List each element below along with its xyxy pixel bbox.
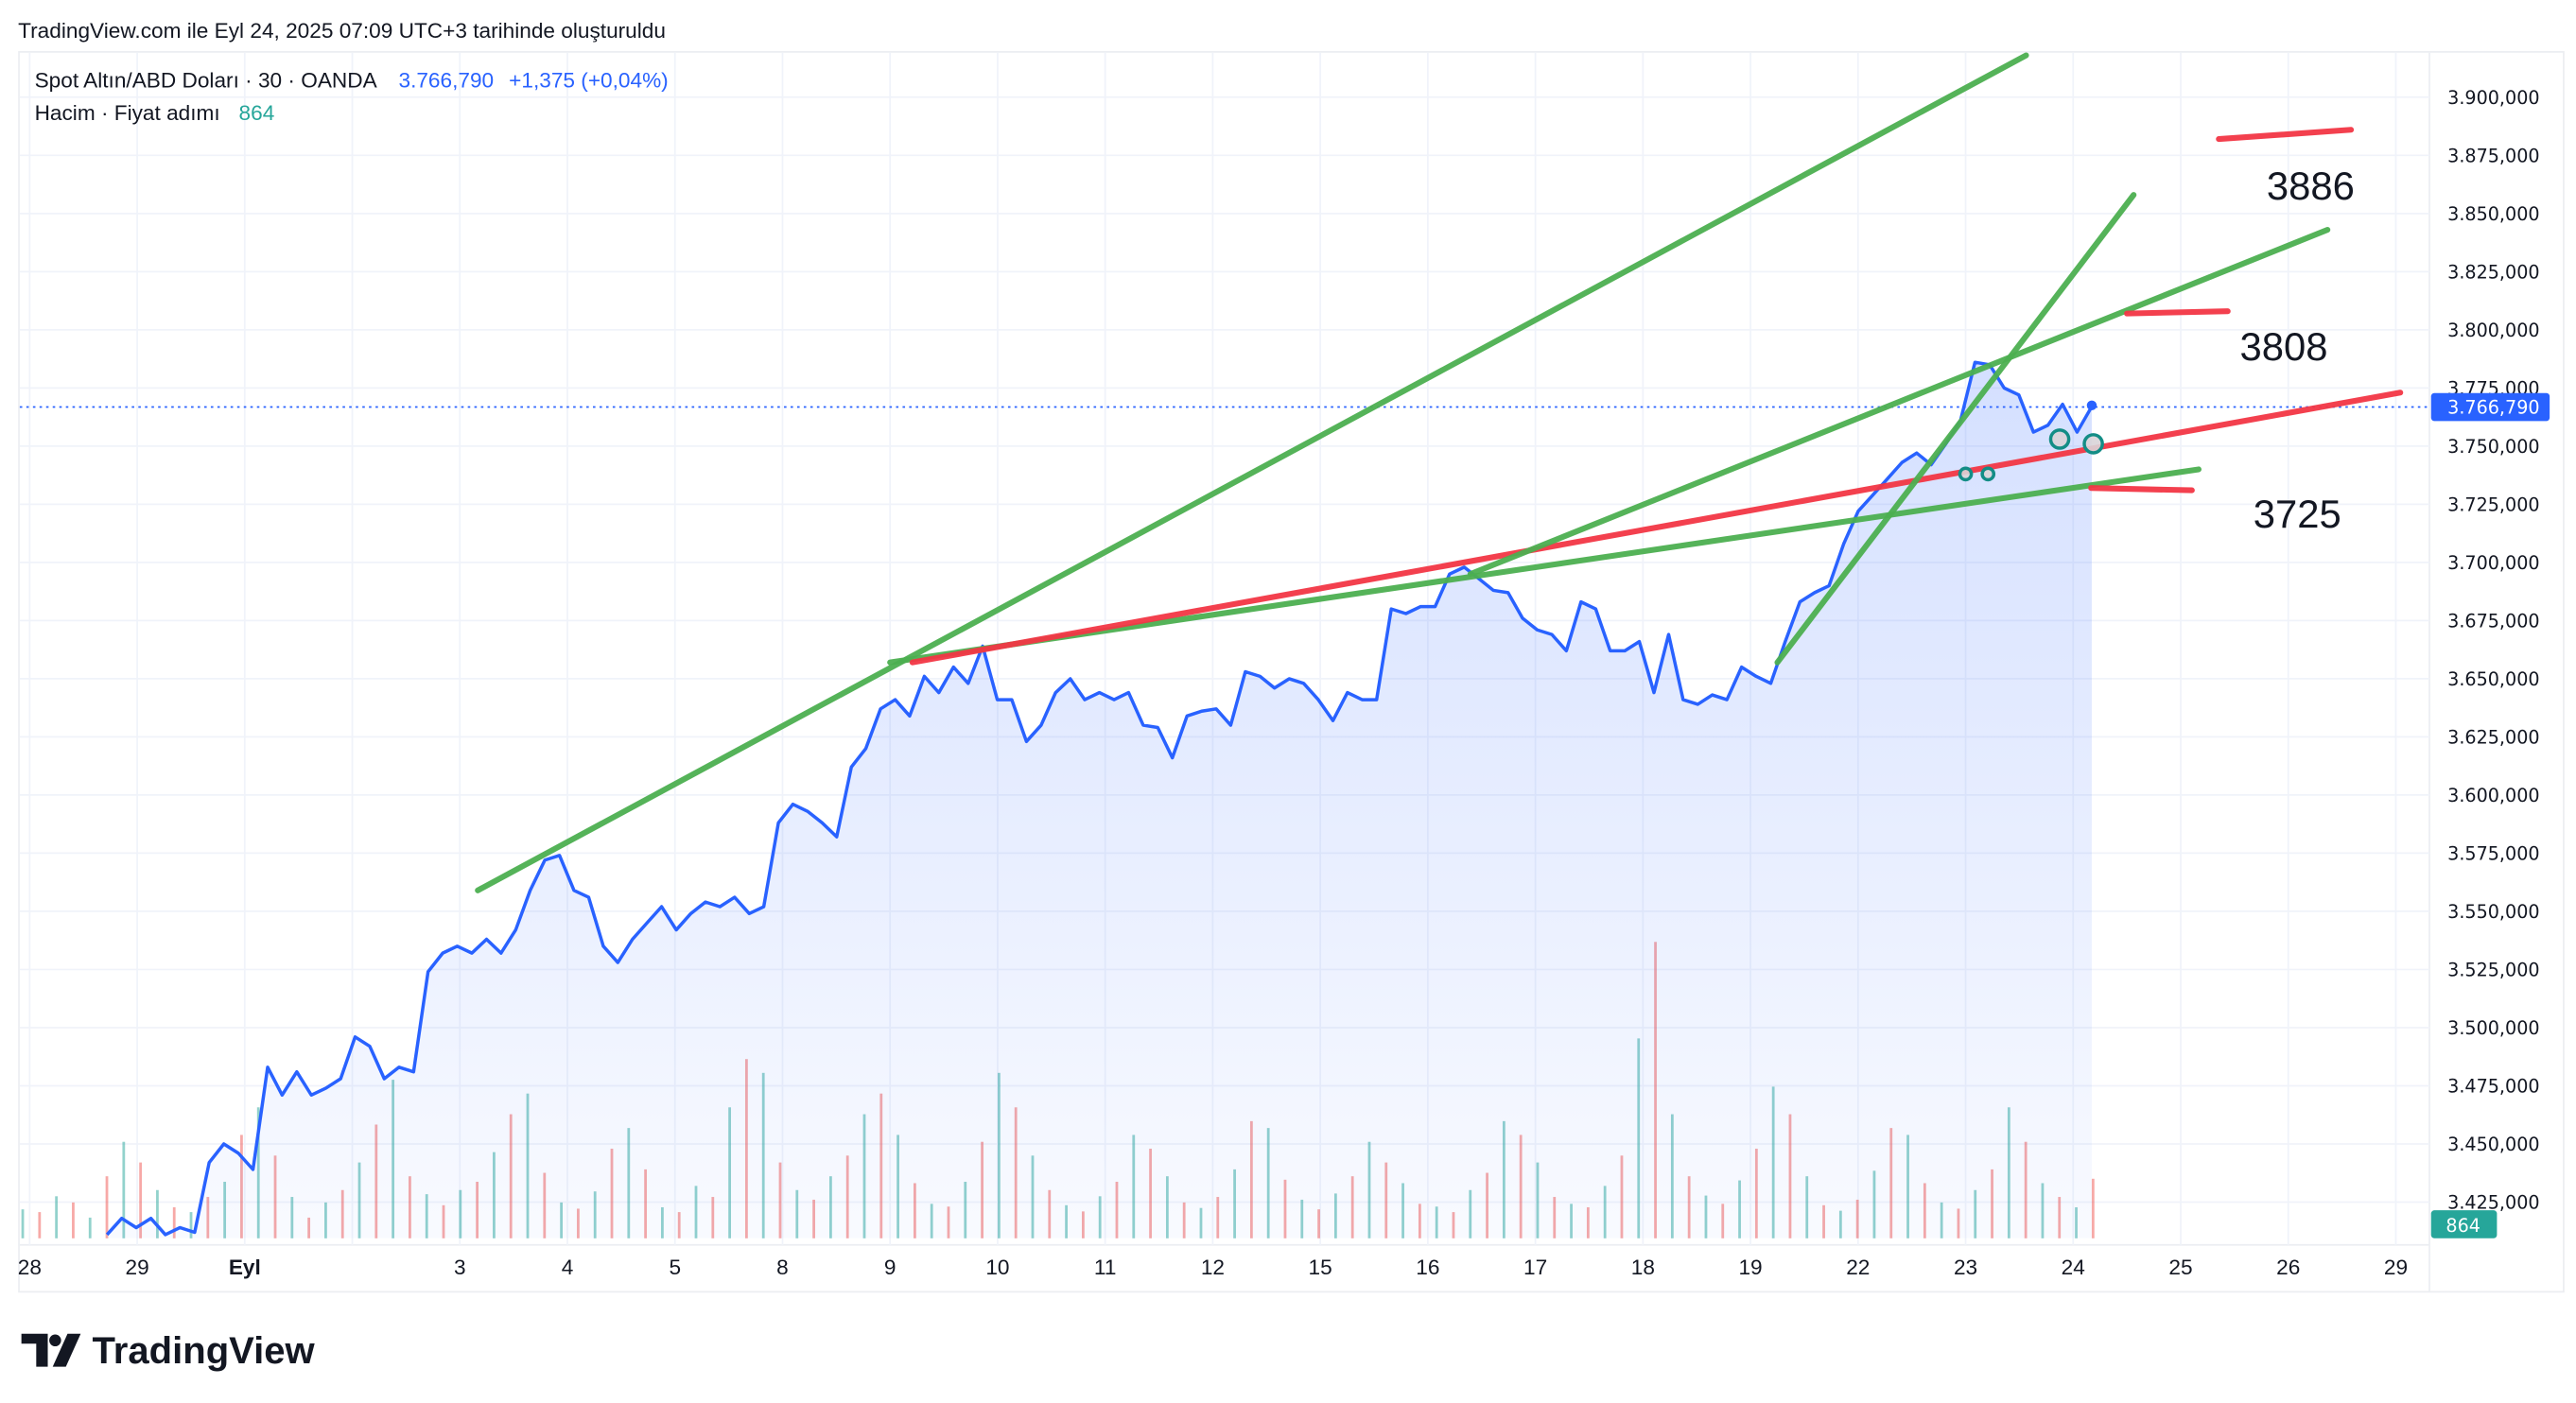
- legend-volume-label[interactable]: Hacim · Fiyat adımı: [35, 101, 220, 125]
- time-tick-label: 29: [2384, 1256, 2408, 1279]
- highlight-circle[interactable]: [2082, 433, 2104, 455]
- trendline-drawings[interactable]: 3886 3808 3725: [475, 52, 2404, 893]
- red-trendline[interactable]: [2088, 485, 2195, 494]
- tradingview-logo-icon: [21, 1333, 81, 1367]
- legend-change: +1,375 (+0,04%): [509, 68, 669, 92]
- price-tick-label: 3.725,000: [2447, 494, 2539, 515]
- time-tick-label: 28: [18, 1256, 42, 1279]
- highlight-circle[interactable]: [1980, 466, 1996, 482]
- snapshot-caption: TradingView.com ile Eyl 24, 2025 07:09 U…: [18, 19, 666, 43]
- volume-bar: [156, 1189, 159, 1238]
- time-tick-label: 29: [125, 1256, 148, 1279]
- time-tick-label: 25: [2168, 1256, 2192, 1279]
- volume-bar: [72, 1202, 75, 1238]
- price-annotation-label[interactable]: 3808: [2239, 324, 2327, 369]
- price-tick-label: 3.675,000: [2447, 610, 2539, 632]
- time-tick-label: 24: [2062, 1256, 2085, 1279]
- price-tick-label: 3.575,000: [2447, 842, 2539, 864]
- volume-badge: 864: [2430, 1210, 2498, 1238]
- legend[interactable]: Spot Altın/ABD Doları · 30 · OANDA 3.766…: [35, 68, 669, 125]
- highlight-circle[interactable]: [1958, 466, 1974, 482]
- time-tick-label: 26: [2276, 1256, 2300, 1279]
- price-tick-label: 3.475,000: [2447, 1075, 2539, 1097]
- red-trendline[interactable]: [2124, 308, 2231, 317]
- red-trendline[interactable]: [2216, 127, 2355, 143]
- volume-bar: [189, 1212, 193, 1238]
- time-tick-label: 12: [1201, 1256, 1225, 1279]
- time-tick-label: 19: [1738, 1256, 1762, 1279]
- time-tick-label: 16: [1416, 1256, 1439, 1279]
- price-tick-label: 3.700,000: [2447, 552, 2539, 574]
- volume-bar: [172, 1206, 176, 1238]
- volume-bar: [122, 1141, 126, 1238]
- price-tick-label: 3.525,000: [2447, 959, 2539, 980]
- volume-bar: [55, 1196, 59, 1238]
- price-tick-label: 3.600,000: [2447, 785, 2539, 806]
- price-tick-label: 3.450,000: [2447, 1134, 2539, 1155]
- price-annotation-label[interactable]: 3886: [2267, 164, 2355, 208]
- legend-last-price: 3.766,790: [398, 68, 494, 92]
- price-tick-label: 3.750,000: [2447, 436, 2539, 458]
- volume-bar: [88, 1217, 92, 1238]
- price-tick-label: 3.500,000: [2447, 1017, 2539, 1039]
- tradingview-logo-text: TradingView: [93, 1330, 316, 1372]
- tradingview-logo[interactable]: TradingView: [21, 1330, 316, 1372]
- price-tick-label: 3.425,000: [2447, 1191, 2539, 1213]
- time-tick-label: 4: [562, 1256, 574, 1279]
- volume-bar: [38, 1212, 42, 1238]
- green-trendline[interactable]: [887, 466, 2202, 666]
- price-tick-label: 3.800,000: [2447, 320, 2539, 341]
- price-area-fill: [107, 362, 2092, 1238]
- price-tick-label: 3.900,000: [2447, 87, 2539, 109]
- price-line: [105, 360, 2094, 1237]
- green-trendline[interactable]: [1774, 192, 2137, 666]
- time-tick-label: 3: [454, 1256, 466, 1279]
- time-tick-label: Eyl: [229, 1256, 261, 1279]
- time-tick-label: 17: [1523, 1256, 1547, 1279]
- volume-bar: [105, 1176, 109, 1238]
- green-trendline[interactable]: [1467, 226, 2331, 578]
- last-price-dot: [2086, 400, 2097, 411]
- price-tick-label: 3.650,000: [2447, 668, 2539, 690]
- price-axis[interactable]: 3.900,000 3.875,000 3.850,000 3.825,000 3.80…: [2447, 87, 2539, 1214]
- volume-badge-value: 864: [2445, 1215, 2480, 1237]
- volume-bar: [2091, 1178, 2095, 1238]
- price-tick-label: 3.875,000: [2447, 145, 2539, 166]
- price-area: [105, 360, 2097, 1238]
- time-tick-label: 5: [669, 1256, 681, 1279]
- time-tick-label: 15: [1309, 1256, 1332, 1279]
- time-tick-label: 18: [1631, 1256, 1655, 1279]
- price-tick-label: 3.825,000: [2447, 261, 2539, 283]
- time-tick-label: 22: [1846, 1256, 1870, 1279]
- price-tick-label: 3.625,000: [2447, 726, 2539, 748]
- last-price-badge: 3.766,790: [2430, 392, 2550, 422]
- time-tick-label: 11: [1094, 1256, 1117, 1279]
- price-tick-label: 3.850,000: [2447, 203, 2539, 225]
- time-tick-label: 10: [985, 1256, 1009, 1279]
- time-tick-label: 8: [776, 1256, 789, 1279]
- volume-bar: [139, 1162, 143, 1238]
- time-tick-label: 23: [1954, 1256, 1977, 1279]
- highlight-circle[interactable]: [2048, 428, 2071, 450]
- red-trendline[interactable]: [909, 390, 2404, 666]
- last-price-value: 3.766,790: [2447, 397, 2539, 419]
- price-tick-label: 3.550,000: [2447, 901, 2539, 923]
- time-axis[interactable]: 28 29 Eyl 3 4 5 8 9 10 11 12 15 16 17 18 19 22 23 24 25 26 29: [18, 1256, 2408, 1279]
- price-annotation-label[interactable]: 3725: [2254, 492, 2341, 536]
- legend-volume-value: 864: [239, 101, 275, 125]
- time-tick-label: 9: [884, 1256, 896, 1279]
- volume-bar: [21, 1209, 25, 1238]
- green-trendline[interactable]: [475, 52, 2029, 893]
- legend-symbol[interactable]: Spot Altın/ABD Doları · 30 · OANDA: [35, 68, 378, 92]
